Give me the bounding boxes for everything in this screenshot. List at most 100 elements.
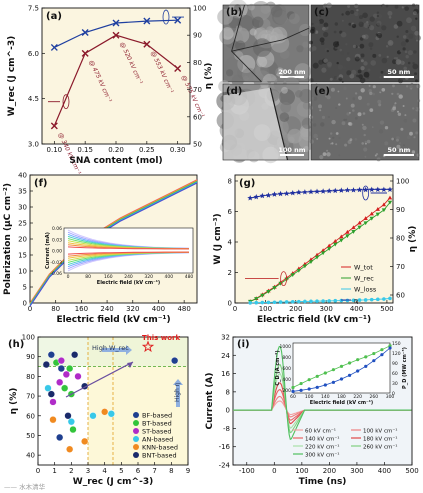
legend-label: AN-based (142, 436, 173, 444)
data-point (297, 299, 301, 304)
scatter-point (66, 364, 74, 373)
y-tick-label: 25 (18, 220, 27, 228)
texture-spot (376, 14, 379, 18)
legend-label: ST-based (142, 428, 171, 436)
texture-spot (386, 55, 389, 59)
y-tick-label: 90 (396, 206, 405, 214)
x-axis-title: Time (ns) (299, 477, 347, 487)
panel-label: (f) (34, 178, 48, 189)
inset-frame (63, 227, 194, 274)
x-tick-label: 400 (378, 467, 391, 475)
texture-spot (363, 147, 368, 152)
inset-y2-tick-label: 60 (392, 371, 398, 377)
scatter-point (101, 408, 109, 416)
data-point (283, 190, 290, 196)
panel-label: (a) (46, 11, 62, 22)
data-point (326, 243, 332, 248)
y-tick-label: -16 (219, 443, 231, 451)
texture-spot (221, 27, 234, 40)
y-axis-title: W_rec (J cm^-3) (7, 36, 17, 116)
texture-spot (406, 135, 411, 140)
legend-swatch (133, 436, 139, 442)
texture-spot (341, 121, 346, 126)
legend-label: 60 kV cm⁻¹ (305, 428, 336, 435)
inset-x-tick-label: 400 (165, 274, 174, 280)
x-tick-label: 6 (136, 467, 141, 475)
scatter-point (171, 357, 179, 365)
x-tick-label: 5 (119, 467, 123, 475)
texture-spot (325, 95, 327, 98)
y-tick-label: 2 (228, 269, 232, 277)
texture-spot (323, 58, 328, 63)
y-tick-label: 80 (193, 59, 202, 67)
texture-spot (375, 153, 379, 156)
x-tick-label: 500 (405, 467, 418, 475)
data-point (339, 298, 344, 303)
micrograph-image: (b) 200 nm (217, 0, 312, 89)
this-work-marker (141, 340, 155, 353)
texture-spot (363, 61, 368, 66)
texture-spot (354, 137, 358, 141)
x-axis-title: SNA content (mol) (69, 156, 162, 166)
texture-spot (354, 92, 358, 95)
texture-spot (379, 76, 382, 79)
texture-spot (279, 112, 290, 122)
data-point (381, 208, 387, 213)
texture-spot (374, 154, 377, 157)
this-work-label: This work (142, 334, 180, 342)
texture-spot (395, 57, 399, 60)
inset-point (339, 377, 344, 381)
texture-spot (329, 142, 332, 145)
texture-spot (412, 11, 417, 16)
texture-spot (351, 23, 357, 29)
discharge-curve (233, 345, 412, 441)
texture-spot (415, 108, 417, 110)
texture-spot (380, 120, 385, 124)
texture-spot (413, 136, 416, 139)
texture-spot (369, 47, 373, 50)
texture-spot (336, 117, 338, 120)
inset-x-tick-label: 240 (124, 274, 133, 280)
x-tick-label: 240 (100, 305, 113, 313)
data-point (351, 298, 356, 303)
texture-spot (387, 40, 394, 46)
texture-spot (340, 50, 345, 55)
panel-f: 0 80 160 240 320 400 480 0 5 10 15 20 25 30 35 40 -0.06 -… (3, 172, 198, 325)
inset-frame (292, 342, 391, 394)
panel-label: (e) (314, 86, 330, 97)
scale-bar-label: 50 nm (388, 146, 411, 154)
inset-point (356, 358, 360, 362)
texture-spot (347, 4, 351, 8)
texture-spot (364, 140, 367, 144)
texture-spot (252, 16, 264, 28)
inset-y2-tick-label: 0 (392, 391, 395, 397)
data-point (271, 191, 278, 197)
texture-spot (338, 6, 344, 12)
inset-x-tick-label: 260 (370, 394, 379, 400)
y2-axis-title: η (%) (204, 63, 214, 90)
data-point (357, 220, 362, 225)
data-point (247, 195, 253, 201)
y-tick-label: 0 (228, 300, 232, 308)
data-point (302, 189, 308, 195)
texture-spot (407, 65, 410, 68)
legend-label: W_loss (354, 286, 377, 294)
texture-spot (409, 131, 413, 136)
texture-spot (392, 106, 396, 111)
inset-point (380, 353, 384, 357)
y-axis-title: η (%) (9, 388, 19, 415)
scatter-point (107, 410, 115, 418)
texture-spot (416, 39, 418, 42)
grain-boundary (269, 87, 289, 161)
texture-spot (329, 77, 333, 81)
x-tick-label: 300 (350, 467, 363, 475)
texture-spot (415, 79, 418, 83)
legend-label: W_rec (354, 275, 374, 283)
plot-background (235, 175, 393, 303)
texture-spot (406, 17, 412, 24)
inset-x-tick-label: 480 (185, 274, 194, 280)
texture-spot (363, 22, 370, 29)
texture-spot (294, 63, 311, 80)
panel-g: 0 100 200 300 400 500 0 2 4 6 8 60 70 80 90 100 W_tot W_r… (213, 174, 418, 325)
